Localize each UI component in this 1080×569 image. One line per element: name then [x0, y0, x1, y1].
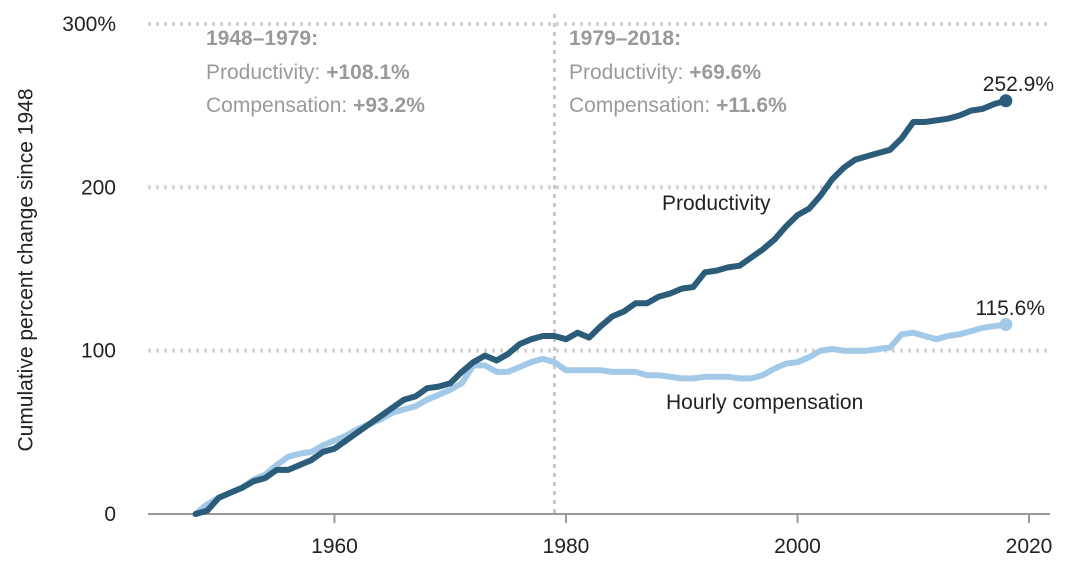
annotation-compensation-value-2: +11.6%	[716, 94, 787, 117]
annotation-compensation-prefix-2: Compensation:	[569, 94, 716, 117]
end-label-productivity: 252.9%	[983, 73, 1054, 96]
x-tick-label: 1960	[311, 535, 358, 558]
y-tick-label: 0	[104, 503, 116, 526]
annotation-productivity-value-1: +108.1%	[326, 61, 410, 84]
y-tick-label: 200	[81, 176, 116, 199]
annotation-compensation-2: Compensation: +11.6%	[569, 94, 787, 117]
y-axis-label: Cumulative percent change since 1948	[15, 88, 38, 451]
end-point-hourly-compensation	[999, 318, 1013, 332]
series-lines	[192, 94, 1013, 517]
end-point-productivity	[999, 94, 1013, 108]
annotation-period-1: 1948–1979:	[206, 27, 318, 50]
annotation-productivity-prefix-2: Productivity:	[569, 61, 689, 84]
y-axis-tick-labels: 0 100 200 300%	[62, 13, 116, 526]
x-axis-ticks: 1960 1980 2000 2020	[311, 514, 1052, 558]
y-tick-label: 100	[81, 340, 116, 363]
series-label-productivity: Productivity	[662, 192, 771, 215]
gridlines	[148, 22, 1050, 353]
annotation-productivity-1: Productivity: +108.1%	[206, 61, 410, 84]
annotation-1948-1979: 1948–1979: Productivity: +108.1% Compens…	[206, 27, 425, 117]
annotation-productivity-value-2: +69.6%	[689, 61, 761, 84]
series-line-hourly-compensation	[192, 321, 1009, 517]
annotation-compensation-prefix-1: Compensation:	[206, 94, 353, 117]
series-label-hourly-compensation: Hourly compensation	[666, 391, 863, 414]
end-label-hourly-compensation: 115.6%	[975, 297, 1045, 320]
annotation-productivity-2: Productivity: +69.6%	[569, 61, 761, 84]
x-tick-label: 2000	[774, 535, 821, 558]
y-tick-label: 300%	[62, 13, 116, 36]
x-tick-label: 1980	[543, 535, 590, 558]
annotation-compensation-1: Compensation: +93.2%	[206, 94, 425, 117]
series-line-productivity	[192, 97, 1009, 517]
annotation-compensation-value-1: +93.2%	[353, 94, 425, 117]
x-tick-label: 2020	[1006, 535, 1053, 558]
annotation-period-2: 1979–2018:	[569, 27, 681, 50]
annotation-productivity-prefix-1: Productivity:	[206, 61, 326, 84]
annotation-1979-2018: 1979–2018: Productivity: +69.6% Compensa…	[569, 27, 787, 117]
